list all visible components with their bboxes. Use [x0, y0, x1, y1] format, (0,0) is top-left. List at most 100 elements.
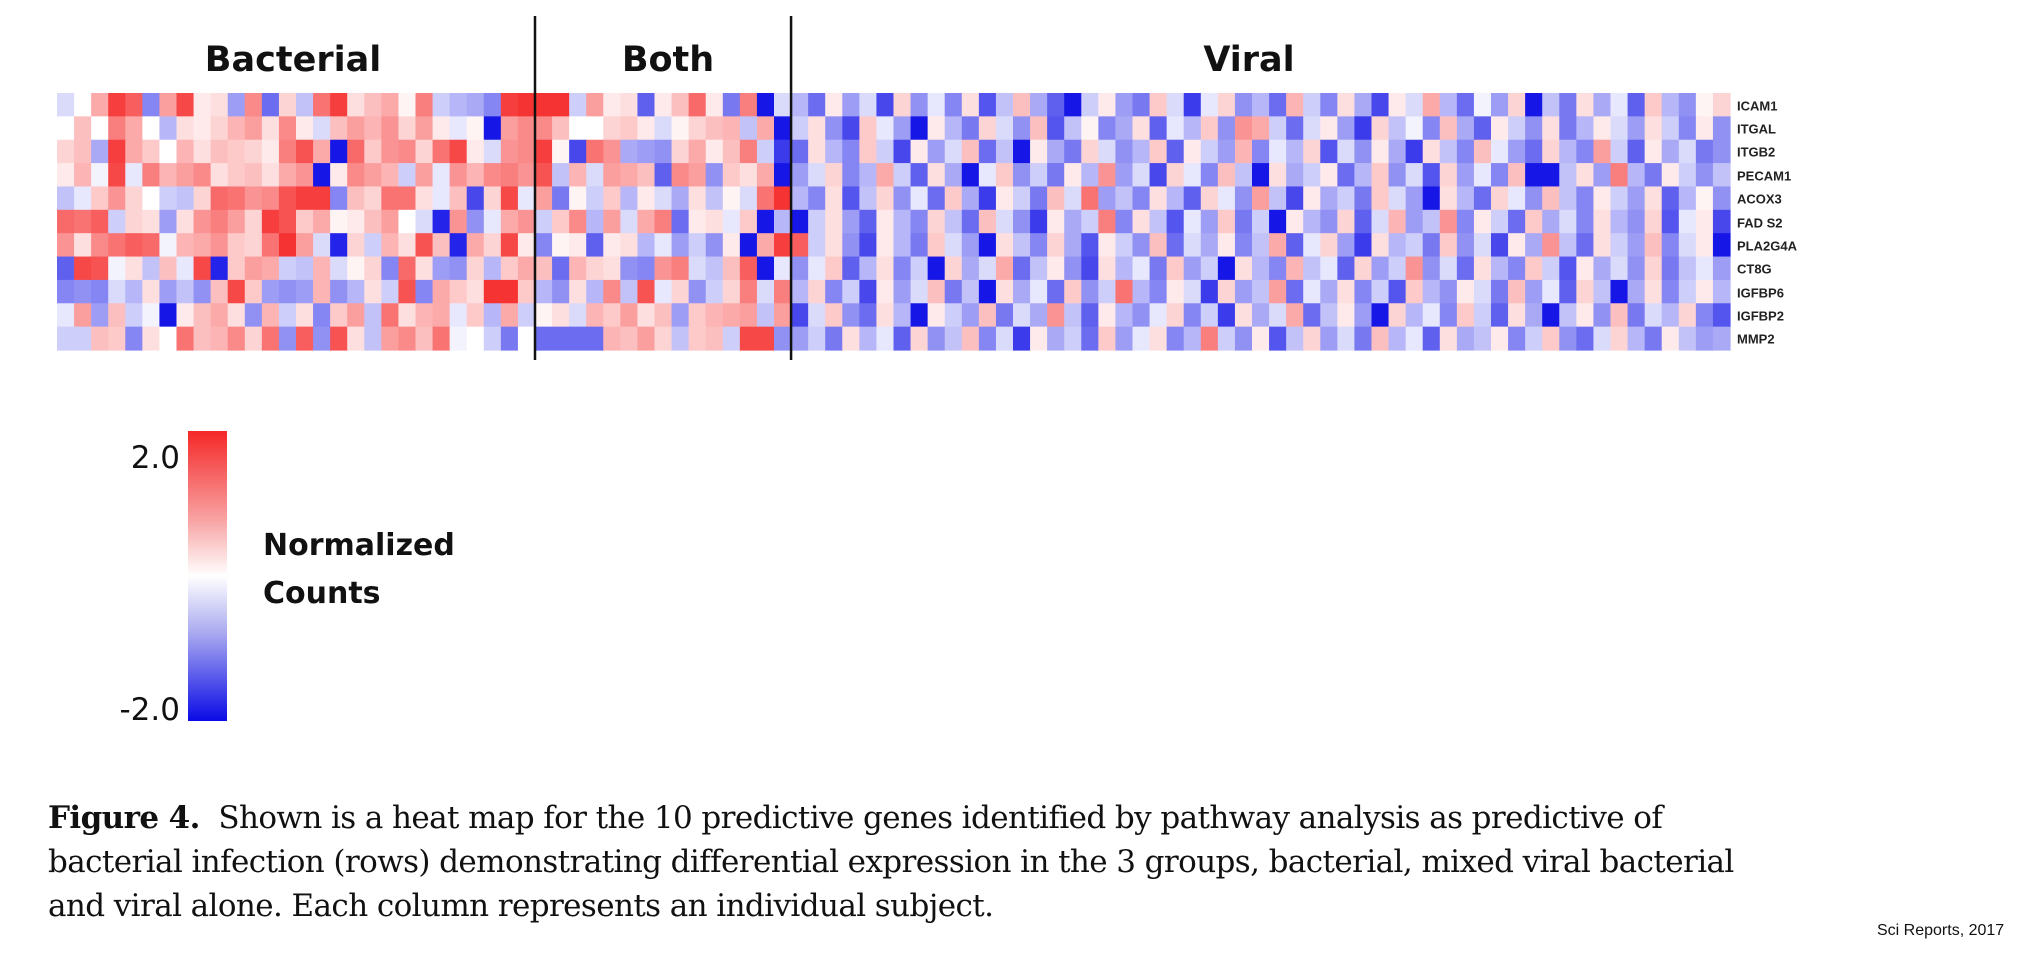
heatmap-cell	[1405, 256, 1424, 281]
heatmap-cell	[466, 209, 485, 234]
heatmap-cell	[1678, 256, 1697, 281]
heatmap-cell	[466, 139, 485, 164]
heatmap-cell	[961, 93, 980, 117]
heatmap-cell	[1183, 139, 1202, 164]
heatmap-cell	[1200, 303, 1219, 328]
heatmap-cell	[244, 303, 263, 328]
heatmap-cell	[978, 93, 997, 117]
heatmap-cell	[1047, 279, 1065, 304]
heatmap-cell	[1047, 303, 1065, 328]
heatmap-cell	[1098, 209, 1117, 234]
heatmap-cell	[569, 303, 587, 328]
heatmap-cell	[330, 93, 348, 117]
heatmap-cell	[1576, 139, 1595, 164]
heatmap-cell	[381, 93, 400, 117]
heatmap-cell	[1337, 93, 1356, 117]
heatmap-cell	[449, 326, 468, 351]
heatmap-cell	[1712, 209, 1731, 234]
heatmap-cell	[1081, 233, 1099, 258]
heatmap-cell	[1098, 279, 1117, 304]
heatmap-cell	[944, 279, 963, 304]
heatmap-cell	[500, 93, 519, 117]
heatmap-cell	[1269, 163, 1287, 188]
heatmap-cell	[1525, 279, 1543, 304]
heatmap-cell	[1320, 326, 1338, 351]
heatmap-cell	[1252, 326, 1270, 351]
heatmap-cell	[449, 279, 468, 304]
heatmap-cell	[586, 139, 604, 164]
heatmap-cell	[517, 279, 536, 304]
gene-label: FAD S2	[1737, 215, 1783, 230]
heatmap-cell	[671, 279, 690, 304]
caption-line3: and viral alone. Each column represents …	[48, 888, 994, 924]
heatmap-cell	[1303, 256, 1321, 281]
heatmap-cell	[1405, 93, 1424, 117]
heatmap-cell	[535, 186, 553, 211]
heatmap-cell	[142, 93, 161, 117]
heatmap-cell	[210, 139, 229, 164]
heatmap-cell	[910, 139, 929, 164]
heatmap-cell	[1695, 139, 1714, 164]
heatmap-cell	[1422, 279, 1441, 304]
heatmap-cell	[1064, 163, 1082, 188]
heatmap-cell	[381, 303, 400, 328]
heatmap-cell	[227, 279, 246, 304]
heatmap-cell	[125, 139, 143, 164]
heatmap-cell	[364, 233, 382, 258]
heatmap-cell	[91, 303, 109, 328]
heatmap-cell	[927, 303, 946, 328]
heatmap-cell	[910, 279, 929, 304]
heatmap-cell	[227, 186, 246, 211]
heatmap-cell	[347, 93, 365, 117]
heatmap-cell	[995, 326, 1014, 351]
heatmap-cell	[859, 186, 878, 211]
heatmap-cell	[278, 186, 297, 211]
heatmap-cell	[654, 116, 673, 141]
heatmap-cell	[1200, 116, 1219, 141]
heatmap-cell	[500, 279, 519, 304]
heatmap-cell	[671, 303, 690, 328]
heatmap-cell	[364, 256, 382, 281]
heatmap-cell	[637, 303, 656, 328]
heatmap-cell	[1098, 233, 1117, 258]
heatmap-cell	[808, 326, 826, 351]
heatmap-cell	[995, 139, 1014, 164]
heatmap-cell	[466, 93, 485, 117]
heatmap-cell	[1132, 186, 1151, 211]
heatmap-cell	[500, 233, 519, 258]
heatmap-cell	[1559, 256, 1577, 281]
heatmap-cell	[671, 139, 690, 164]
heatmap-cell	[842, 139, 860, 164]
heatmap-cell	[876, 163, 895, 188]
heatmap-cell	[244, 139, 263, 164]
heatmap-cell	[278, 279, 297, 304]
heatmap-cell	[176, 279, 195, 304]
heatmap-cell	[1320, 209, 1338, 234]
heatmap-cell	[1593, 93, 1612, 117]
heatmap-cell	[671, 256, 690, 281]
heatmap-cell	[1661, 186, 1680, 211]
heatmap-cell	[1269, 93, 1287, 117]
heatmap-cell	[774, 209, 792, 234]
heatmap-cell	[705, 209, 724, 234]
heatmap-cell	[1525, 163, 1543, 188]
heatmap-cell	[125, 233, 143, 258]
heatmap-cell	[347, 116, 365, 141]
heatmap-cell	[1661, 139, 1680, 164]
heatmap-cell	[244, 326, 263, 351]
heatmap-cell	[1712, 116, 1731, 141]
heatmap-cell	[637, 116, 656, 141]
heatmap-cell	[296, 163, 314, 188]
heatmap-cell	[1388, 186, 1407, 211]
heatmap-cell	[1166, 93, 1185, 117]
heatmap-cell	[313, 233, 331, 258]
heatmap-cell	[1030, 279, 1048, 304]
heatmap-cell	[1098, 139, 1117, 164]
heatmap-cell	[671, 326, 690, 351]
heatmap-cell	[654, 93, 673, 117]
heatmap-cell	[859, 93, 878, 117]
heatmap-cell	[1678, 279, 1697, 304]
heatmap-cell	[1473, 256, 1492, 281]
heatmap-cell	[910, 326, 929, 351]
heatmap-cell	[1559, 186, 1577, 211]
